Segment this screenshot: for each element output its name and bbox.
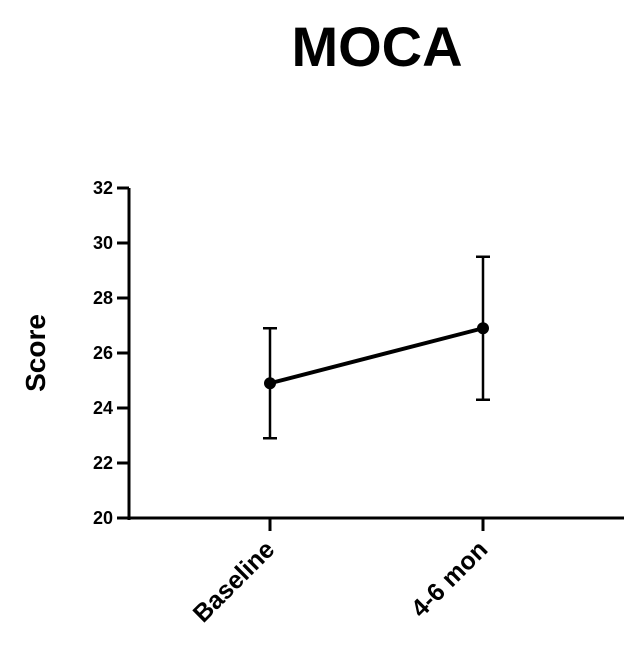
y-ticks: 20 22 24 26 28 30 32 bbox=[93, 178, 129, 528]
series-layer bbox=[263, 255, 490, 440]
series-line bbox=[269, 326, 484, 386]
x-ticks: Baseline 4-6 mon bbox=[188, 518, 494, 628]
y-axis-label: Score bbox=[20, 314, 51, 392]
chart-title: MOCA bbox=[291, 15, 462, 78]
y-tick-label: 28 bbox=[93, 288, 113, 308]
x-tick-label: 4-6 mon bbox=[406, 535, 494, 623]
y-tick-label: 26 bbox=[93, 343, 113, 363]
y-tick-label: 30 bbox=[93, 233, 113, 253]
y-tick-label: 24 bbox=[93, 398, 113, 418]
y-tick-label: 32 bbox=[93, 178, 113, 198]
data-point bbox=[264, 377, 276, 390]
y-tick-label: 22 bbox=[93, 453, 113, 473]
data-point bbox=[477, 322, 489, 335]
y-tick-label: 20 bbox=[93, 508, 113, 528]
x-tick-label: Baseline bbox=[188, 535, 281, 628]
